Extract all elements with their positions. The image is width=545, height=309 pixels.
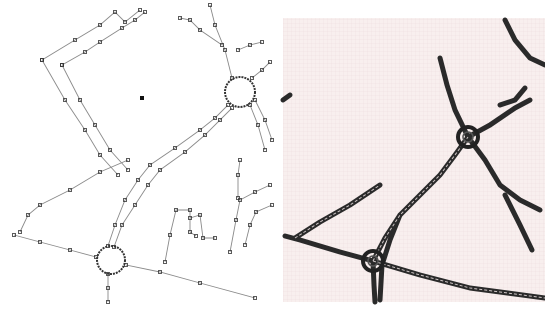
marker xyxy=(140,96,144,100)
left-panel xyxy=(0,0,275,305)
panel-background xyxy=(0,0,275,305)
road-graphs xyxy=(0,0,545,305)
right-panel xyxy=(283,18,545,302)
panel-background xyxy=(283,18,545,302)
